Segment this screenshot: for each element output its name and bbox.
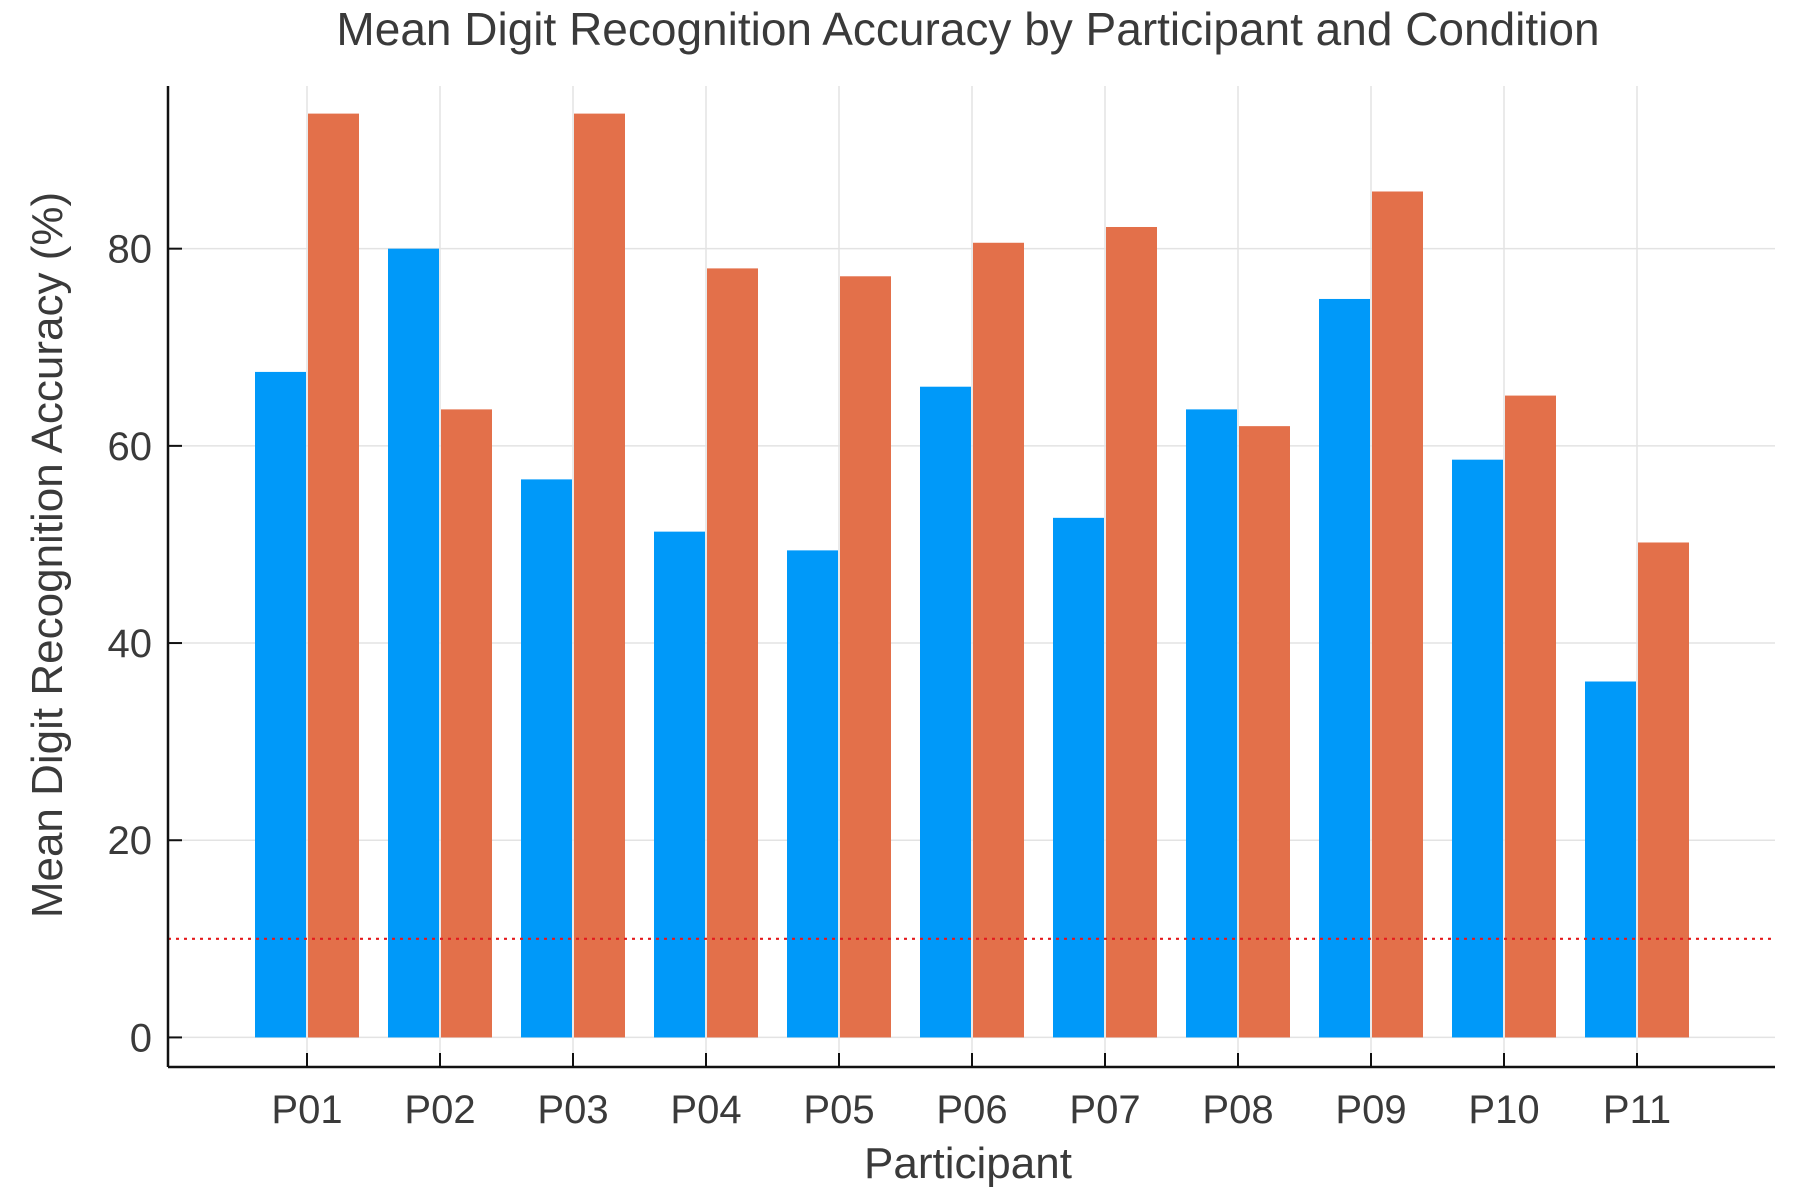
bar-p02-series-1 <box>388 248 439 1038</box>
bar-p04-series-2 <box>707 268 758 1038</box>
y-tick-label: 40 <box>108 622 153 666</box>
bar-p01-series-2 <box>308 113 359 1038</box>
bar-p06-series-1 <box>920 386 971 1038</box>
bar-p11-series-2 <box>1638 542 1689 1038</box>
x-axis-label: Participant <box>864 1139 1072 1188</box>
x-tick-label: P07 <box>1069 1088 1140 1132</box>
bar-p08-series-1 <box>1186 409 1237 1038</box>
bars-layer <box>255 113 1689 1038</box>
bar-p04-series-1 <box>654 531 705 1038</box>
bar-p03-series-2 <box>574 113 625 1038</box>
chart-title: Mean Digit Recognition Accuracy by Parti… <box>336 3 1599 55</box>
bar-p01-series-1 <box>255 371 306 1038</box>
bar-p11-series-1 <box>1585 681 1636 1038</box>
y-tick-label: 20 <box>108 819 153 863</box>
x-tick-label: P08 <box>1202 1088 1273 1132</box>
x-tick-label: P04 <box>670 1088 741 1132</box>
x-tick-label: P10 <box>1468 1088 1539 1132</box>
bar-p08-series-2 <box>1239 426 1290 1038</box>
bar-p05-series-1 <box>787 550 838 1038</box>
bar-p05-series-2 <box>840 276 891 1038</box>
bar-p09-series-2 <box>1372 191 1423 1038</box>
grid-layer <box>168 86 1775 1067</box>
x-tick-label: P05 <box>803 1088 874 1132</box>
x-tick-label: P09 <box>1335 1088 1406 1132</box>
bar-p07-series-1 <box>1053 517 1104 1038</box>
bar-p02-series-2 <box>441 409 492 1038</box>
x-tick-label: P01 <box>271 1088 342 1132</box>
y-tick-label: 80 <box>108 228 153 272</box>
bar-p10-series-2 <box>1505 395 1556 1038</box>
x-tick-label: P06 <box>936 1088 1007 1132</box>
x-tick-label: P02 <box>404 1088 475 1132</box>
axes-layer: 0 20 40 60 80 P01 P02 P03 P04 P05 P06 P07 P08 P09 P10 P… <box>108 86 1775 1132</box>
bar-p06-series-2 <box>973 242 1024 1038</box>
bar-p10-series-1 <box>1452 459 1503 1038</box>
x-tick-label: P03 <box>537 1088 608 1132</box>
bar-p03-series-1 <box>521 479 572 1038</box>
y-tick-label: 0 <box>130 1016 152 1060</box>
y-axis-label: Mean Digit Recognition Accuracy (%) <box>23 192 72 918</box>
x-tick-label: P11 <box>1603 1088 1671 1132</box>
bar-p09-series-1 <box>1319 298 1370 1038</box>
y-tick-label: 60 <box>108 425 153 469</box>
bar-p07-series-2 <box>1106 226 1157 1038</box>
